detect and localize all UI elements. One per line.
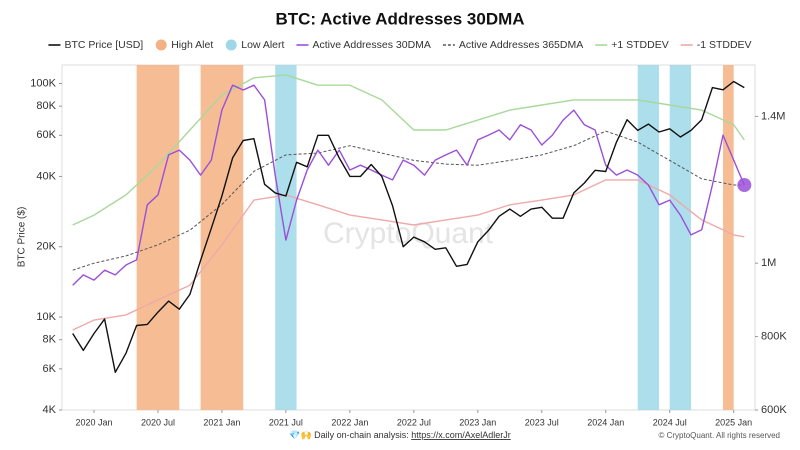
legend-label: -1 STDDEV	[697, 39, 752, 51]
legend-label: High Alet	[171, 39, 213, 51]
y-tick-label: 60K	[36, 129, 56, 141]
x-tick-label: 2023 Jan	[459, 417, 496, 427]
y2-tick-label: 600K	[761, 404, 787, 416]
x-tick-label: 2020 Jul	[141, 417, 175, 427]
legend-item: +1 STDDEV	[595, 39, 669, 51]
series-line	[72, 84, 745, 286]
y2-tick-label: 1.4M	[761, 110, 785, 122]
plot-frame	[61, 64, 756, 411]
watermark: CryptoQuant	[323, 217, 494, 250]
source-text: 💎🙌 Daily on-chain analysis:	[289, 430, 408, 440]
alert-band	[200, 65, 244, 410]
legend-item: BTC Price [USD]	[48, 39, 143, 51]
legend-swatch	[225, 39, 237, 51]
legend-item: Active Addresses 30DMA	[296, 39, 431, 51]
legend-label: Active Addresses 365DMA	[459, 39, 583, 51]
y2-tick-label: 1M	[761, 257, 776, 269]
x-tick-label: 2021 Jan	[203, 417, 240, 427]
x-tick-label: 2020 Jan	[75, 417, 112, 427]
alert-band	[669, 65, 692, 410]
y-tick-label: 6K	[43, 363, 57, 375]
legend-label: +1 STDDEV	[611, 39, 668, 51]
series-line	[72, 74, 745, 226]
x-tick-label: 2024 Jan	[587, 417, 624, 427]
copyright: © CryptoQuant. All rights reserved	[659, 431, 781, 440]
series-line	[72, 80, 745, 373]
alert-band	[723, 65, 734, 410]
x-tick-label: 2023 Jul	[525, 417, 559, 427]
y-axis-label: BTC Price ($)	[17, 207, 28, 268]
legend-item: Active Addresses 365DMA	[442, 39, 583, 51]
x-tick-label: 2024 Jul	[653, 417, 687, 427]
legend-item: Low Alert	[225, 39, 285, 51]
x-tick-label: 2021 Jul	[269, 417, 303, 427]
y-tick-label: 8K	[43, 334, 57, 346]
series-line	[72, 130, 745, 271]
y-tick-label: 40K	[36, 170, 56, 182]
y-tick-label: 20K	[36, 241, 56, 253]
x-tick-label: 2022 Jul	[397, 417, 431, 427]
y2-tick-label: 800K	[761, 331, 787, 343]
y-tick-label: 10K	[36, 311, 56, 323]
legend-item: -1 STDDEV	[680, 39, 752, 51]
end-marker	[737, 178, 752, 193]
legend-label: BTC Price [USD]	[64, 39, 143, 51]
alert-band	[136, 65, 180, 410]
source-link[interactable]: https://x.com/AxelAdlerJr	[411, 430, 511, 440]
y-tick-label: 80K	[36, 100, 56, 112]
chart-title: BTC: Active Addresses 30DMA	[275, 9, 524, 28]
legend-label: Low Alert	[241, 39, 284, 51]
legend-item: High Alet	[155, 39, 213, 51]
x-tick-label: 2022 Jan	[331, 417, 368, 427]
source-note: 💎🙌 Daily on-chain analysis: https://x.co…	[289, 430, 511, 440]
x-tick-label: 2025 Jan	[715, 417, 752, 427]
legend-label: Active Addresses 30DMA	[312, 39, 430, 51]
y-tick-label: 4K	[43, 404, 57, 416]
alert-band	[637, 65, 660, 410]
y-tick-label: 100K	[30, 77, 56, 89]
legend: BTC Price [USD] High Alet Low Alert Active …	[48, 39, 752, 51]
legend-swatch	[155, 39, 167, 51]
